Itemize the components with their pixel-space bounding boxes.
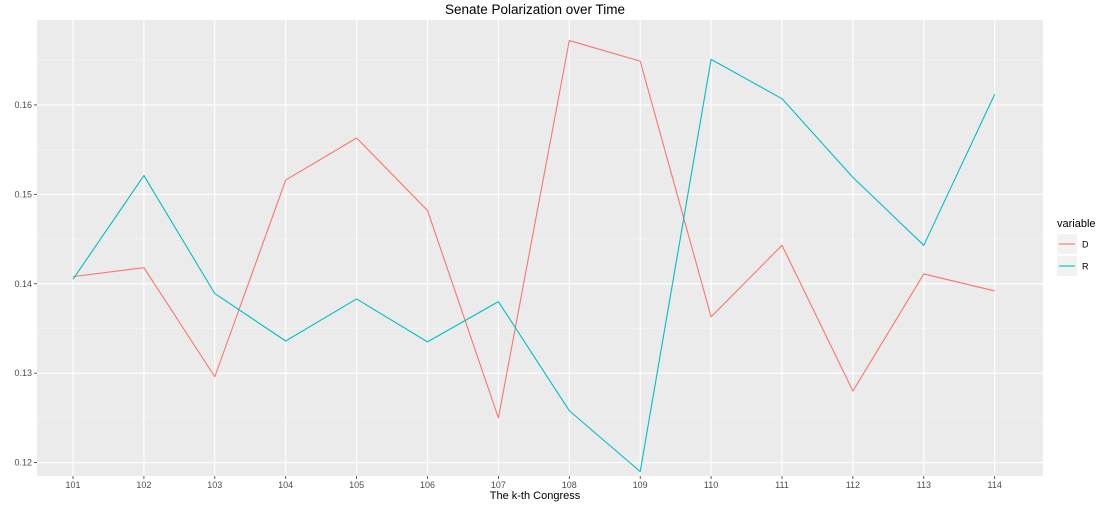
x-tick-label: 106 [420,480,435,490]
x-tick-label: 107 [491,480,506,490]
legend-label-R: R [1082,262,1089,272]
x-tick-label: 113 [917,480,931,490]
x-tick-label: 110 [704,480,718,490]
minor-gridlines [37,59,1043,419]
series-lines [72,40,996,473]
legend-title: variable [1057,218,1096,230]
y-axis: 0.12 0.13 0.14 0.15 0.16 [14,100,37,468]
x-axis-title: The k-th Congress [490,490,581,502]
x-tick-label: 102 [136,480,151,490]
x-tick-label: 111 [775,480,789,490]
x-axis: 101 102 103 104 105 106 107 108 109 110 111 112 113 1… [65,476,1002,490]
series-line-D [72,40,995,419]
y-tick-label: 0.12 [14,458,32,468]
plot-panel [37,20,1043,476]
x-tick-label: 104 [278,480,293,490]
x-tick-label: 108 [562,480,577,490]
series-line-R [72,58,996,473]
legend-label-D: D [1082,240,1089,250]
x-tick-label: 103 [207,480,222,490]
y-tick-label: 0.13 [14,368,32,378]
x-tick-label: 109 [633,480,648,490]
x-tick-label: 105 [349,480,364,490]
major-gridlines [37,20,1043,476]
x-tick-label: 114 [988,480,1002,490]
chart-title: Senate Polarization over Time [445,2,625,17]
x-tick-label: 101 [65,480,80,490]
y-tick-label: 0.16 [14,100,32,110]
x-tick-label: 112 [846,480,860,490]
legend: variable D R [1057,218,1096,276]
y-tick-label: 0.15 [14,189,32,199]
y-tick-label: 0.14 [14,279,32,289]
